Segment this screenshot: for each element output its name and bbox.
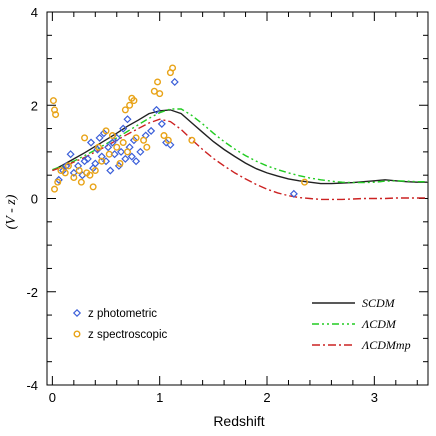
y-tick-label: 0 (31, 192, 38, 207)
y-tick-label: -2 (26, 285, 38, 300)
spectroscopic-point (301, 178, 309, 186)
spectroscopic-point (70, 174, 78, 182)
photometric-point (62, 161, 71, 170)
photometric-point (157, 119, 166, 128)
photometric-point (86, 138, 96, 147)
spectroscopic-point (102, 127, 110, 135)
spectroscopic-point (130, 97, 138, 105)
photometric-point (166, 140, 175, 149)
spectroscopic-point (105, 150, 113, 158)
photometric-point (80, 157, 89, 166)
photometric-point (136, 147, 145, 156)
spectroscopic-point (123, 148, 131, 156)
x-tick-label: 1 (156, 390, 163, 405)
spectroscopic-point (132, 134, 140, 142)
legend-label: ΛCDM (361, 317, 397, 331)
spectroscopic-point (119, 139, 127, 147)
spectroscopic-point (143, 143, 151, 151)
spectroscopic-point (126, 101, 134, 109)
photometric-point (83, 154, 92, 163)
photometric-point (127, 152, 136, 161)
photometric-point (91, 159, 100, 168)
photometric-point (117, 147, 126, 156)
photometric-point (162, 138, 171, 147)
spectroscopic-point (108, 132, 116, 140)
photometric-point (152, 105, 161, 114)
spectroscopic-point (54, 178, 62, 186)
photometric-point (147, 126, 156, 135)
x-tick-label: 0 (49, 390, 56, 405)
photometric-point (123, 115, 132, 124)
photometric-point (99, 129, 108, 138)
legend-label: SCDM (362, 296, 396, 310)
spectroscopic-point (156, 90, 164, 98)
spectroscopic-point (140, 136, 148, 144)
x-tick-label: 2 (263, 390, 270, 405)
photometric-point (95, 133, 104, 142)
spectroscopic-point (51, 106, 59, 114)
photometric-point (108, 138, 117, 147)
photometric-point (97, 152, 106, 161)
spectroscopic-point (81, 134, 89, 142)
spectroscopic-point (49, 97, 57, 105)
photometric-point (121, 154, 130, 163)
y-tick-label: 2 (31, 98, 38, 113)
legend-marker-photometric (72, 308, 82, 318)
photometric-point (170, 77, 179, 86)
spectroscopic-point (95, 143, 103, 151)
photometric-point (119, 124, 128, 133)
spectroscopic-point (86, 171, 94, 179)
points-layer (49, 64, 309, 198)
legend-label: ΛCDMmp (361, 338, 411, 352)
spectroscopic-point (75, 167, 83, 175)
legend-layer: z photometric z spectroscopic SCDM ΛCDM ΛCDM… (72, 296, 411, 352)
spectroscopic-point (64, 162, 72, 170)
photometric-point (66, 150, 75, 159)
spectroscopic-point (91, 167, 99, 175)
spectroscopic-point (113, 143, 121, 151)
legend-label: z photometric (88, 308, 157, 320)
spectroscopic-point (116, 160, 124, 168)
spectroscopic-point (77, 178, 85, 186)
legend-label: z spectroscopic (88, 329, 168, 341)
photometric-point (54, 175, 63, 184)
spectroscopic-point (154, 78, 162, 86)
spectroscopic-point (52, 111, 60, 119)
spectroscopic-point (61, 169, 69, 177)
photometric-point (106, 166, 115, 175)
x-axis-label: Redshift (213, 413, 264, 429)
spectroscopic-point (188, 136, 196, 144)
photometric-point (289, 189, 298, 198)
photometric-point (74, 161, 83, 170)
photometric-point (104, 143, 113, 152)
y-tick-label: 4 (31, 5, 38, 20)
spectroscopic-point (51, 185, 59, 193)
photometric-point (132, 157, 141, 166)
spectroscopic-point (121, 106, 129, 114)
photometric-point (129, 136, 138, 145)
spectroscopic-point (164, 136, 172, 144)
legend-marker-spectroscopic (73, 330, 81, 338)
spectroscopic-point (160, 132, 168, 140)
spectroscopic-point (169, 64, 177, 72)
lines-layer (52, 108, 428, 201)
y-tick-label: -4 (26, 378, 38, 393)
x-tick-label: 3 (371, 390, 378, 405)
spectroscopic-point (98, 157, 106, 165)
spectroscopic-point (89, 183, 97, 191)
y-axis-label: (V - z) (4, 194, 19, 229)
